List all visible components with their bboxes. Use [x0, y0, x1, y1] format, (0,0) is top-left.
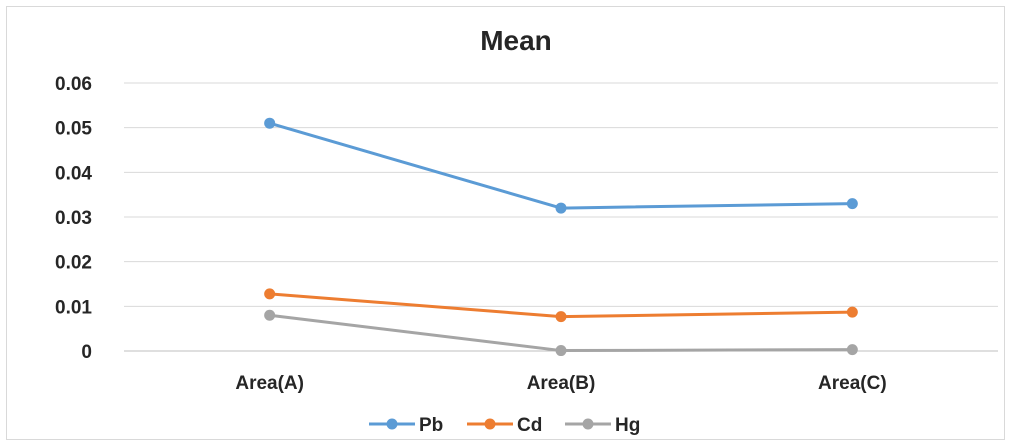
legend-marker-pb [386, 418, 398, 430]
legend: Pb Cd Hg [369, 415, 640, 436]
data-point-cd [555, 311, 567, 323]
y-tick-label: 0.05 [55, 119, 92, 140]
x-tick-label: Area(C) [818, 373, 887, 394]
x-tick-label: Area(B) [527, 373, 596, 394]
gridlines [124, 82, 998, 352]
data-point-hg [264, 309, 276, 321]
y-tick-label: 0.01 [55, 297, 92, 318]
data-point-hg [555, 345, 567, 357]
data-point-cd [846, 306, 858, 318]
legend-label-cd: Cd [517, 415, 542, 436]
chart-title: Mean [480, 25, 552, 56]
x-axis-ticks: Area(A) Area(B) Area(C) [235, 373, 886, 394]
y-tick-label: 0.06 [55, 74, 92, 95]
data-point-cd [264, 288, 276, 300]
legend-label-pb: Pb [419, 415, 443, 436]
y-tick-label: 0 [81, 342, 92, 363]
legend-label-hg: Hg [615, 415, 640, 436]
data-point-pb [846, 198, 858, 210]
y-tick-label: 0.02 [55, 253, 92, 274]
legend-marker-cd [484, 418, 496, 430]
x-tick-label: Area(A) [235, 373, 304, 394]
y-axis-ticks: 0 0.01 0.02 0.03 0.04 0.05 0.06 [55, 74, 92, 363]
series-lines [264, 117, 858, 357]
data-point-hg [846, 344, 858, 356]
legend-marker-hg [582, 418, 594, 430]
data-point-pb [555, 202, 567, 214]
y-tick-label: 0.03 [55, 208, 92, 229]
data-point-pb [264, 117, 276, 129]
series-line-pb [268, 121, 854, 210]
y-tick-label: 0.04 [55, 163, 92, 184]
chart-frame [6, 6, 1005, 440]
